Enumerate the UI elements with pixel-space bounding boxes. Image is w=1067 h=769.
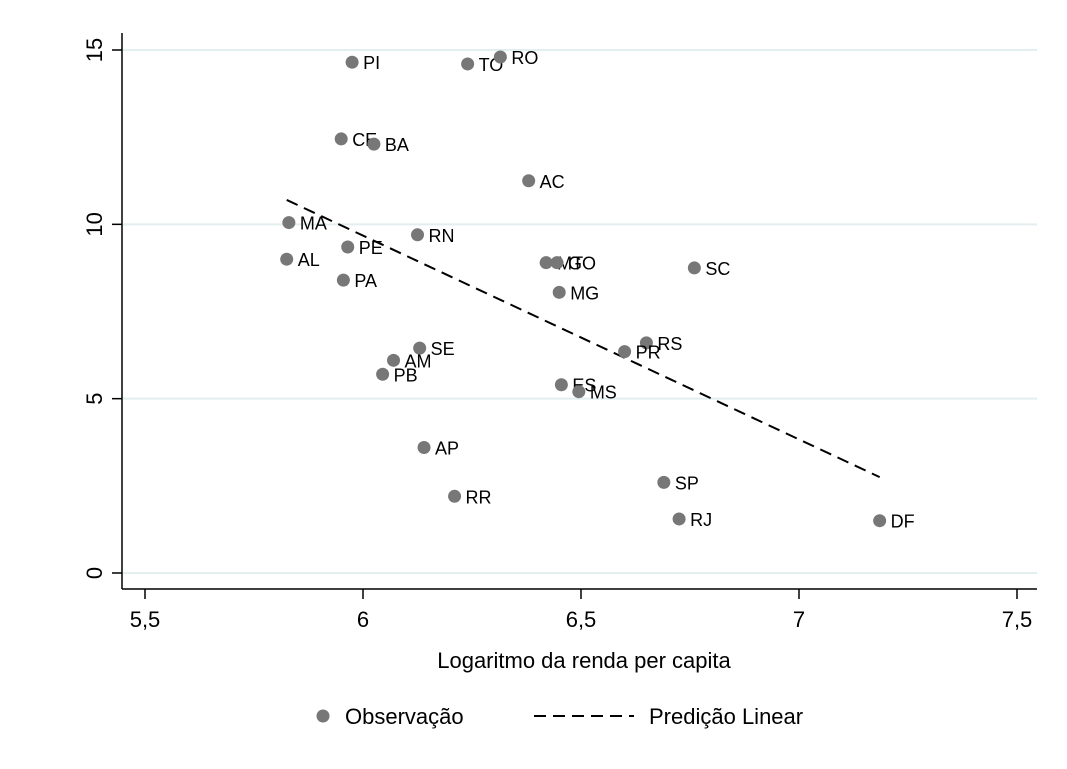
point-label-pi: PI [363, 53, 380, 73]
x-tick-label: 7,5 [1002, 607, 1033, 632]
point-label-am: AM [405, 351, 432, 371]
point-es [554, 378, 568, 392]
point-ro [493, 50, 507, 64]
point-ms [572, 385, 586, 399]
point-label-sp: SP [675, 473, 699, 493]
point-pi [345, 55, 359, 69]
legend-prediction-label: Predição Linear [649, 704, 803, 729]
linear-prediction-line [286, 199, 881, 479]
point-label-pb: PB [394, 365, 418, 385]
point-to [461, 57, 475, 71]
point-label-ro: RO [511, 48, 538, 68]
point-label-pr: PR [636, 343, 661, 363]
point-rr [448, 489, 462, 503]
grid-lines [123, 49, 1037, 574]
point-mt [539, 256, 553, 270]
point-pr [618, 345, 632, 359]
point-ma [282, 216, 296, 230]
point-pe [341, 240, 355, 254]
point-label-pe: PE [359, 238, 383, 258]
point-label-ac: AC [540, 172, 565, 192]
x-tick-label: 5,5 [130, 607, 161, 632]
point-df [873, 514, 887, 528]
point-label-df: DF [891, 512, 915, 532]
point-ba [367, 137, 381, 151]
x-tick-label: 6,5 [566, 607, 597, 632]
legend-observation-label: Observação [345, 704, 464, 729]
point-sp [657, 475, 671, 489]
x-axis-ticks: 5,5 6 6,5 7 7,5 [130, 589, 1033, 632]
point-mg [552, 285, 566, 299]
y-tick-label: 0 [82, 567, 107, 579]
point-pb [376, 367, 390, 381]
point-label-rj: RJ [690, 510, 712, 530]
point-label-sc: SC [705, 259, 730, 279]
point-label-ba: BA [385, 135, 409, 155]
point-am [387, 353, 401, 367]
y-tick-label: 15 [82, 38, 107, 62]
point-se [413, 341, 427, 355]
point-ap [417, 440, 431, 454]
x-axis-label: Logaritmo da renda per capita [437, 648, 731, 673]
point-sc [687, 261, 701, 275]
point-label-ap: AP [435, 438, 459, 458]
y-axis-ticks: 0 5 10 15 [82, 38, 122, 579]
point-label-mg: MG [570, 283, 599, 303]
point-label-rr: RR [466, 487, 492, 507]
point-label-rn: RN [429, 226, 455, 246]
fit-line-path [286, 199, 881, 479]
point-ce [334, 132, 348, 146]
legend-observation-marker [316, 709, 330, 723]
point-label-al: AL [298, 250, 320, 270]
x-tick-label: 7 [793, 607, 805, 632]
point-rs [639, 336, 653, 350]
point-label-ma: MA [300, 214, 327, 234]
x-tick-label: 6 [357, 607, 369, 632]
point-label-se: SE [431, 339, 455, 359]
legend: Observação Predição Linear [316, 704, 803, 729]
point-pa [336, 273, 350, 287]
point-ac [522, 174, 536, 188]
point-label-go: GO [568, 254, 596, 274]
point-label-rs: RS [657, 334, 682, 354]
point-rj [672, 512, 686, 526]
y-tick-label: 10 [82, 212, 107, 236]
point-label-ms: MS [590, 383, 617, 403]
point-go [550, 256, 564, 270]
point-al [280, 252, 294, 266]
point-label-mt: MT [557, 254, 583, 274]
point-rn [411, 228, 424, 242]
y-tick-label: 5 [82, 393, 107, 405]
point-label-pa: PA [354, 271, 377, 291]
